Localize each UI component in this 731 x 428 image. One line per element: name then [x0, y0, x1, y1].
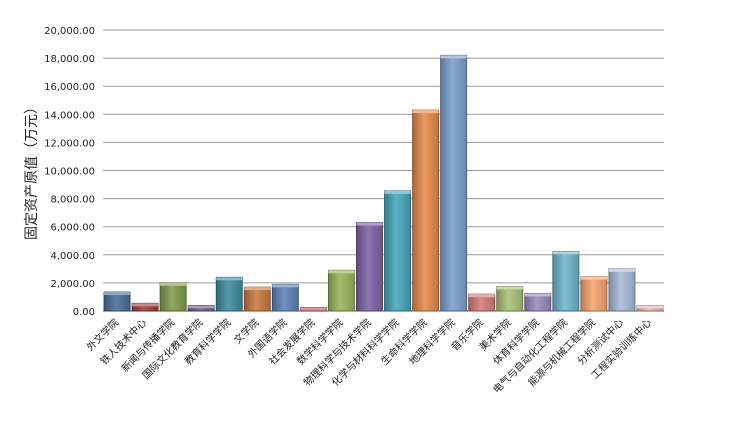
- bar-top: [300, 307, 327, 311]
- bar-group: [215, 276, 243, 312]
- bar-top: [132, 303, 159, 307]
- bar-top: [188, 305, 215, 309]
- y-tick-label: 4,000.00: [50, 251, 95, 262]
- bar-group: [468, 293, 496, 312]
- bar: [327, 269, 355, 312]
- bar-top: [440, 55, 467, 59]
- y-tick-label: 14,000.00: [44, 110, 95, 121]
- bar-group: [496, 286, 524, 312]
- bar-top: [496, 286, 523, 290]
- bar-group: [187, 304, 215, 312]
- bar-group: [580, 276, 608, 312]
- bar-top: [412, 110, 439, 114]
- bar-group: [243, 286, 271, 312]
- bar-top: [160, 282, 187, 286]
- bar-top: [272, 284, 299, 288]
- gridlines: [103, 29, 664, 312]
- bar: [580, 276, 608, 312]
- bar-top: [552, 251, 579, 255]
- bar-group: [356, 222, 383, 312]
- bar: [608, 268, 636, 312]
- x-tick-label: 地理科学学院: [406, 316, 458, 368]
- bar-top: [244, 287, 271, 291]
- bar-top: [524, 293, 551, 297]
- bar-top: [608, 268, 635, 272]
- bar-group: [440, 54, 468, 312]
- bar: [440, 54, 468, 312]
- bar: [552, 250, 580, 312]
- bar-group: [552, 250, 580, 312]
- y-tick-label: 2,000.00: [50, 279, 95, 290]
- y-tick-label: 12,000.00: [44, 138, 95, 149]
- bar-top: [384, 190, 411, 194]
- bar-group: [524, 293, 552, 312]
- bar-group: [384, 190, 411, 312]
- bar: [271, 283, 299, 312]
- bar-top: [580, 276, 607, 280]
- bar-group: [131, 302, 159, 312]
- y-axis-title: 固定资产原值（万元）: [24, 100, 40, 240]
- bar-group: [271, 283, 299, 312]
- bar-group: [636, 304, 664, 312]
- y-tick-label: 20,000.00: [44, 26, 95, 37]
- y-tick-label: 0.00: [73, 307, 95, 318]
- bar: [384, 190, 411, 312]
- bar-top: [356, 222, 383, 226]
- bar: [215, 276, 243, 312]
- bar: [412, 109, 440, 312]
- y-tick-label: 6,000.00: [50, 223, 95, 234]
- bar-group: [608, 268, 636, 312]
- bar-top: [216, 277, 243, 281]
- bar: [496, 286, 524, 312]
- bar-group: [159, 282, 187, 312]
- y-tick-label: 16,000.00: [44, 82, 95, 93]
- bar: [159, 282, 187, 312]
- bar: [356, 222, 383, 312]
- bar-group: [299, 307, 327, 312]
- bar-group: [327, 269, 355, 312]
- bar-group: [412, 109, 440, 312]
- y-tick-label: 10,000.00: [44, 167, 95, 178]
- y-tick-label: 8,000.00: [50, 195, 95, 206]
- bar-top: [103, 292, 131, 296]
- bars: [103, 54, 664, 312]
- bar: [243, 286, 271, 312]
- bar-top: [468, 294, 495, 298]
- bar-top: [636, 305, 664, 309]
- x-tick-label: 教育科学学院: [182, 316, 234, 368]
- y-tick-label: 18,000.00: [44, 54, 95, 65]
- bar-group: [103, 291, 131, 312]
- y-tick-labels: 0.00 2,000.00 4,000.00 6,000.00 8,000.00 10,0…: [44, 26, 95, 318]
- bar-top: [328, 270, 355, 274]
